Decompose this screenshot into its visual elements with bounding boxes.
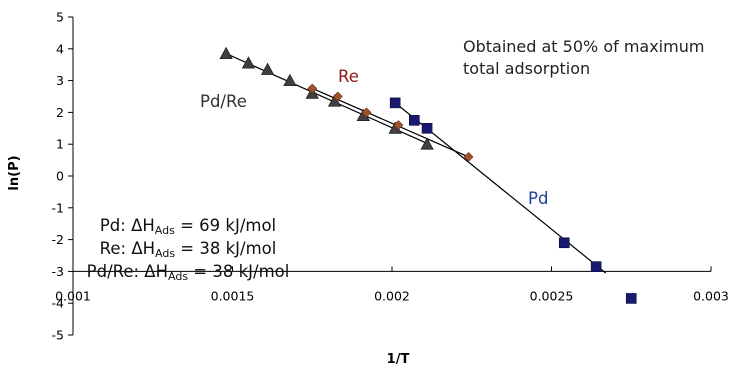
- annotation-line-2: total adsorption: [463, 59, 590, 78]
- series-label-pd: Pd: [528, 189, 548, 208]
- series-label-re: Re: [338, 67, 359, 86]
- point-pd-re: [219, 46, 233, 59]
- y-tick-label: 5: [56, 10, 64, 25]
- point-pd-re: [241, 56, 256, 69]
- point-pd: [590, 261, 602, 272]
- point-re: [332, 91, 343, 102]
- point-pd: [389, 97, 401, 109]
- enthalpy-re: Re: ΔHAds = 38 kJ/mol: [100, 239, 277, 260]
- y-tick-label: 2: [56, 105, 64, 120]
- point-pd: [421, 123, 433, 134]
- tick-labels: 5 4 3 2 1 0 -1 -2 -3 -4 -5 0.001 0.0015 0.002 0.0025 0.…: [52, 10, 729, 343]
- data-points: [219, 46, 637, 304]
- x-tick-label: 0.003: [693, 288, 729, 303]
- series-label-pd-re: Pd/Re: [200, 92, 247, 111]
- y-tick-label: 0: [56, 169, 64, 184]
- x-tick-label: 0.0025: [530, 288, 574, 303]
- point-pd: [409, 115, 420, 126]
- point-pd-re: [260, 62, 275, 75]
- enthalpy-pd: Pd: ΔHAds = 69 kJ/mol: [100, 216, 276, 237]
- x-tick-label: 0.0015: [211, 288, 255, 303]
- y-axis-label: ln(P): [7, 155, 22, 190]
- point-re: [463, 151, 474, 162]
- x-tick-label: 0.002: [374, 288, 410, 303]
- y-tick-label: 1: [56, 137, 64, 152]
- point-re: [361, 107, 372, 118]
- enthalpy-pd-re: Pd/Re: ΔHAds = 38 kJ/mol: [87, 262, 290, 283]
- annotation-line-1: Obtained at 50% of maximum: [463, 37, 704, 56]
- y-tick-label: -5: [52, 328, 64, 343]
- x-axis-label: 1/T: [387, 352, 410, 367]
- x-tick-label: 0.001: [55, 288, 91, 303]
- y-tick-label: -1: [52, 200, 64, 215]
- point-pd-re: [420, 137, 434, 150]
- point-pd: [558, 237, 570, 249]
- point-pd-re: [283, 73, 297, 86]
- y-tick-label: -4: [52, 296, 65, 311]
- point-pd: [625, 293, 637, 304]
- fit-lines: [225, 53, 607, 274]
- point-re: [307, 83, 318, 94]
- y-tick-label: -2: [52, 232, 64, 247]
- y-tick-label: 4: [56, 41, 64, 56]
- y-tick-label: 3: [56, 73, 64, 88]
- point-re: [393, 120, 404, 131]
- y-tick-label: -3: [52, 264, 64, 279]
- axes: [68, 16, 712, 336]
